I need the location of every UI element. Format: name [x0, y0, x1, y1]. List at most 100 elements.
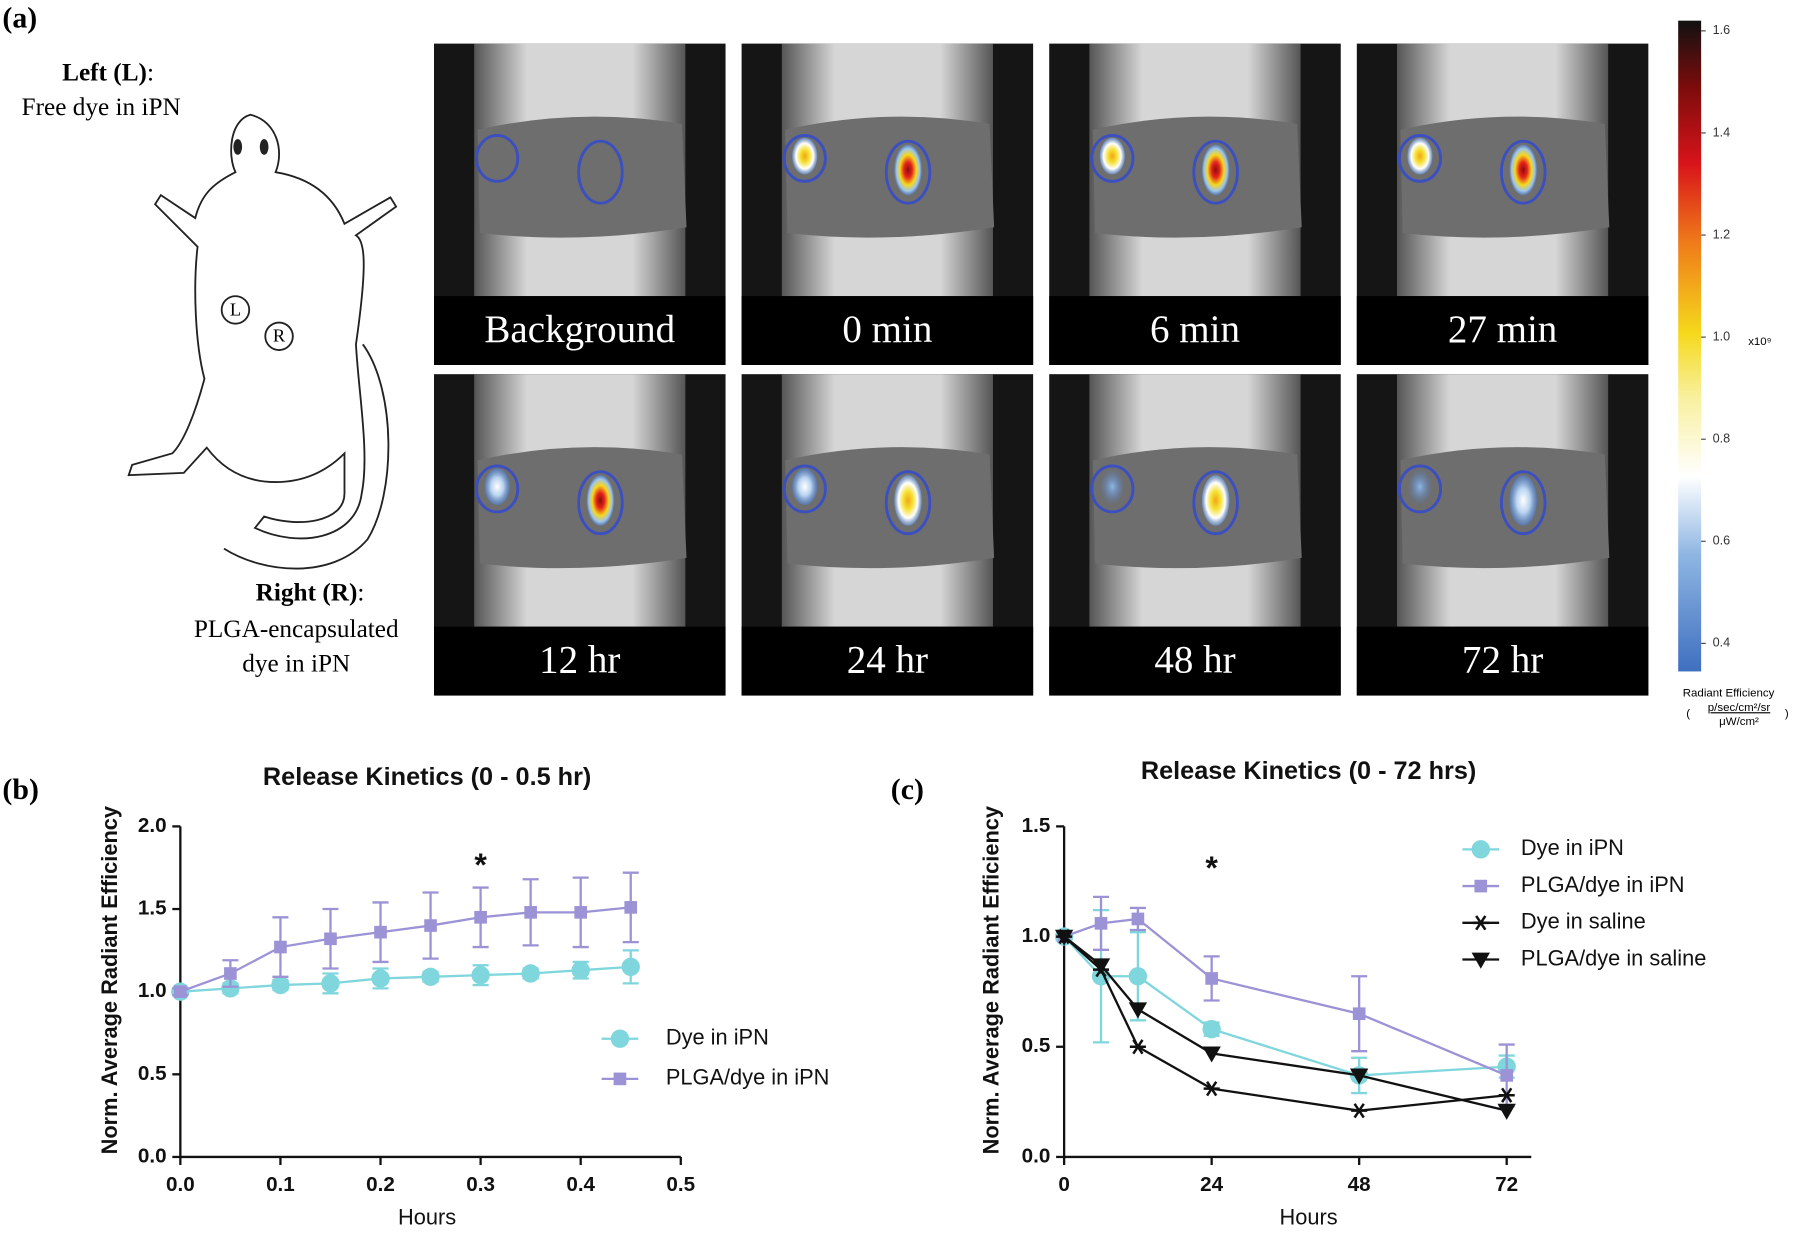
marker: [1472, 915, 1489, 931]
marker: [274, 940, 287, 954]
heat-blob: [792, 468, 818, 506]
marker: [1497, 1103, 1516, 1120]
series-line: [1063, 935, 1507, 1112]
marker: [1128, 967, 1148, 986]
marker: [613, 1072, 627, 1086]
y-tick-label: 0.5: [1022, 1034, 1051, 1057]
photo-shaved: [477, 116, 687, 238]
panel-label: (b): [2, 773, 38, 806]
mouse-drawing: [127, 113, 398, 570]
legend-label: PLGA/dye in iPN: [1521, 872, 1685, 897]
photo-label-bg: [741, 296, 1034, 365]
colorbar-unit: (: [1686, 708, 1690, 720]
y-tick-label: 2.0: [138, 814, 167, 837]
colorbar-tick-label: 0.8: [1713, 432, 1731, 446]
marker: [574, 906, 588, 919]
marker: [324, 932, 337, 946]
marker: [221, 979, 240, 998]
x-tick-label: 24: [1200, 1173, 1223, 1196]
photo-shaved: [1092, 116, 1302, 238]
x-tick-label: 0.5: [666, 1173, 695, 1196]
photo: 48 hr: [1049, 374, 1341, 696]
marker: [1202, 1019, 1221, 1039]
marker: [524, 906, 537, 919]
roi-ring: [1499, 470, 1547, 536]
left-title-text: Left (L): [62, 58, 147, 86]
photo-label-bg: [1049, 626, 1341, 696]
roi-ring: [475, 134, 520, 183]
roi-ring: [1499, 139, 1547, 205]
series-line: [180, 965, 631, 993]
heat-blob: [586, 475, 615, 526]
marker: [1054, 929, 1074, 946]
marker: [1205, 972, 1218, 985]
marker: [610, 1029, 630, 1048]
heat-blob: [1201, 475, 1230, 526]
photo: Background: [434, 43, 726, 365]
roi-ring: [1090, 134, 1135, 183]
marker: [1128, 1002, 1148, 1019]
roi-ring: [782, 464, 827, 514]
photo-label: 27 min: [1448, 308, 1557, 351]
marker: [374, 925, 387, 939]
marker: [1091, 958, 1111, 975]
left-desc: Free dye in iPN: [22, 93, 181, 121]
heat-blob: [484, 468, 510, 506]
legend-label: PLGA/dye in iPN: [666, 1065, 830, 1090]
roi-ring: [1397, 464, 1443, 514]
photo-shaved: [1400, 116, 1610, 238]
heat-blob: [792, 137, 818, 175]
photo-label-bg: [1356, 296, 1649, 365]
photo-label-bg: [741, 626, 1034, 696]
y-tick-label: 1.0: [1022, 924, 1051, 947]
marker: [371, 969, 390, 988]
legend-label: Dye in iPN: [666, 1024, 769, 1049]
photo-label-bg: [434, 626, 726, 696]
photo-label: 0 min: [842, 308, 932, 351]
x-tick-label: 0: [1058, 1173, 1069, 1196]
series-line: [1063, 935, 1507, 1077]
marker: [471, 965, 490, 985]
roi-ring: [577, 139, 624, 205]
annotation: *: [1205, 850, 1218, 886]
chart-title: Release Kinetics (0 - 0.5 hr): [263, 763, 591, 791]
photo-label: 48 hr: [1154, 638, 1235, 681]
x-tick-label: 0.1: [266, 1173, 295, 1196]
left-colon: :: [147, 58, 154, 86]
y-tick-label: 0.0: [138, 1144, 167, 1167]
roi-ring: [1090, 464, 1135, 514]
marker: [621, 957, 640, 977]
right-title-text: Right (R): [256, 578, 358, 606]
x-tick-label: 48: [1348, 1173, 1371, 1196]
heat-blob: [1099, 468, 1125, 506]
marker: [1094, 917, 1108, 930]
right-desc: dye in iPN: [242, 650, 350, 678]
colorbar-tick-label: 0.6: [1713, 534, 1731, 548]
photo-label: 24 hr: [847, 638, 928, 681]
x-axis-label: Hours: [1280, 1205, 1338, 1230]
roi-ring: [884, 470, 932, 536]
marker: [1349, 1068, 1369, 1085]
right-colon: :: [357, 578, 364, 606]
colorbar-tick-label: 1.4: [1713, 125, 1731, 139]
x-tick-label: 0.0: [166, 1173, 195, 1196]
marker: [1474, 879, 1488, 893]
heat-blob: [1407, 468, 1433, 506]
colorbar-unit-denominator: μW/cm²: [1719, 716, 1759, 728]
colorbar-tick-label: 1.6: [1713, 23, 1731, 37]
marker: [424, 919, 437, 932]
photo: 24 hr: [741, 374, 1034, 696]
heat-blob: [1407, 137, 1433, 175]
photo: 6 min: [1049, 43, 1341, 365]
x-tick-label: 0.2: [366, 1173, 395, 1196]
series-line: [179, 906, 631, 993]
photo-shaved: [785, 447, 995, 569]
panel-label: (a): [2, 2, 37, 35]
roi-ring: [475, 464, 520, 514]
marker: [1498, 1087, 1515, 1103]
marker: [624, 901, 638, 914]
y-axis-label: Norm. Average Radiant Efficiency: [979, 806, 1004, 1154]
heat-blob: [894, 475, 922, 526]
